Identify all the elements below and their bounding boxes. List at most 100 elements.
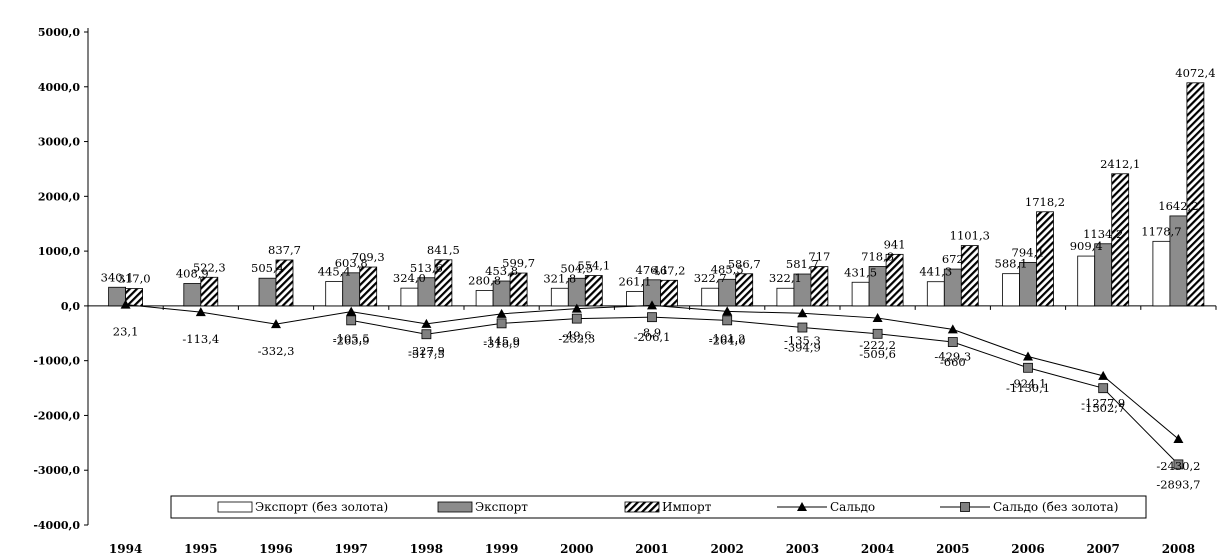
bar-data-label: 476,1 [636,263,669,277]
x-tick-label: 2002 [710,542,743,556]
legend-label: Экспорт [475,500,528,514]
bar-hatch [885,253,904,307]
bar-data-label: 718,8 [861,250,894,264]
bars-layer [108,82,1205,307]
bar-data-label: 340,1 [101,270,134,284]
saldo-gold-data-label: -318,9 [483,336,520,350]
triangle-marker [496,308,507,318]
bar-hatch [1186,82,1205,307]
line-square-series [351,316,1179,465]
saldo-data-label: 8,9 [643,325,661,339]
bar-data-label: 467,2 [653,263,686,277]
x-tick-label: 1997 [334,542,367,556]
square-marker [797,322,808,333]
bar-hatch [200,276,219,307]
bar-data-label: 280,8 [468,274,501,288]
triangle-marker [571,303,582,313]
saldo-data-label: -145,9 [483,334,520,348]
y-tick-label: -3000,0 [33,464,80,477]
saldo-data-label: -924,1 [1010,377,1047,391]
bar-data-label: 2412,1 [1100,157,1140,171]
legend-label: Импорт [662,500,712,514]
triangle-marker [872,313,883,323]
bar-data-label: 1718,2 [1025,195,1065,209]
triangle-marker [120,299,131,309]
legend-square-icon [960,502,970,512]
x-tick-label: 1994 [109,542,142,556]
bar-white [475,290,494,307]
bar-gray [183,283,202,307]
bar-hatch [810,266,829,307]
bar-data-label: 321,8 [543,271,576,285]
bar-data-label: 709,3 [352,250,385,264]
bar-data-label: 322,1 [769,271,802,285]
bar-white [1002,273,1020,307]
saldo-data-label: -332,3 [258,344,295,358]
bar-data-label: 504,5 [560,261,593,275]
saldo-gold-data-label: -263,9 [333,333,370,347]
bar-white [1152,240,1171,307]
triangle-marker [947,324,958,334]
bar-data-label: 717 [808,250,830,264]
bar-white [550,287,569,307]
x-tick-label: 2005 [936,542,969,556]
legend-label: Сальдо [830,500,875,514]
bar-white [1077,255,1096,307]
triangle-marker [1098,370,1109,380]
square-marker [1173,459,1184,470]
saldo-gold-data-label: -232,3 [558,332,595,346]
y-tick-label: 4000,0 [38,81,80,94]
bar-data-label: 324,0 [393,271,426,285]
bar-data-label: 522,3 [193,260,226,274]
bar-hatch [1036,211,1054,307]
bar-data-label: 261,1 [619,275,652,289]
bar-hatch [434,259,453,307]
x-tick-label: 2001 [635,542,668,556]
saldo-data-label: -1277,9 [1081,396,1125,410]
saldo-data-label: -49,6 [562,329,592,343]
saldo-gold-data-label: -394,9 [784,341,821,355]
saldo-data-label: -101,2 [709,331,746,345]
legend-swatch-white [217,501,253,513]
bar-data-label: 1101,3 [950,229,990,243]
bar-data-label: 554,1 [577,259,610,273]
x-tick-label: 2006 [1011,542,1044,556]
bar-hatch [509,272,528,307]
bar-white [776,287,795,307]
legend-swatch-hatch [624,501,660,513]
bar-data-label: 1642,2 [1158,199,1198,213]
square-marker [496,318,507,329]
bar-white [926,281,945,307]
bar-data-label: 581,7 [786,257,819,271]
saldo-gold-data-label: -264,0 [709,333,746,347]
saldo-data-label: -222,2 [859,338,896,352]
bar-data-label: 672 [942,252,964,266]
bar-data-label: 485,5 [711,262,744,276]
x-tick-label: 1995 [184,542,217,556]
saldo-gold-data-label: -660 [940,355,966,369]
triangle-marker [195,307,206,317]
bar-data-label: 794,1 [1012,245,1045,259]
legend: Экспорт (без золота) Экспорт Импорт Сальдо С… [170,495,1147,519]
bar-gray [108,286,126,307]
lines-layer [120,299,1184,470]
bar-hatch [660,279,678,307]
triangle-marker [722,306,733,316]
x-tick-label: 1996 [259,542,292,556]
bar-data-label: 513,6 [410,261,443,275]
bar-hatch [960,245,979,307]
y-tick-label: -4000,0 [33,519,80,532]
bar-data-label: 603,8 [335,256,368,270]
bar-data-label: 445,4 [318,264,351,278]
bar-white [325,281,344,307]
legend-label: Экспорт (без золота) [255,500,388,514]
triangle-marker [1173,434,1184,444]
x-tick-label: 1999 [485,542,518,556]
bar-data-label: 1134,2 [1083,227,1123,241]
bar-hatch [735,273,754,307]
bar-data-label: 322,7 [694,271,727,285]
saldo-gold-data-label: -509,6 [859,347,896,361]
y-tick-label: 3000,0 [38,136,80,149]
